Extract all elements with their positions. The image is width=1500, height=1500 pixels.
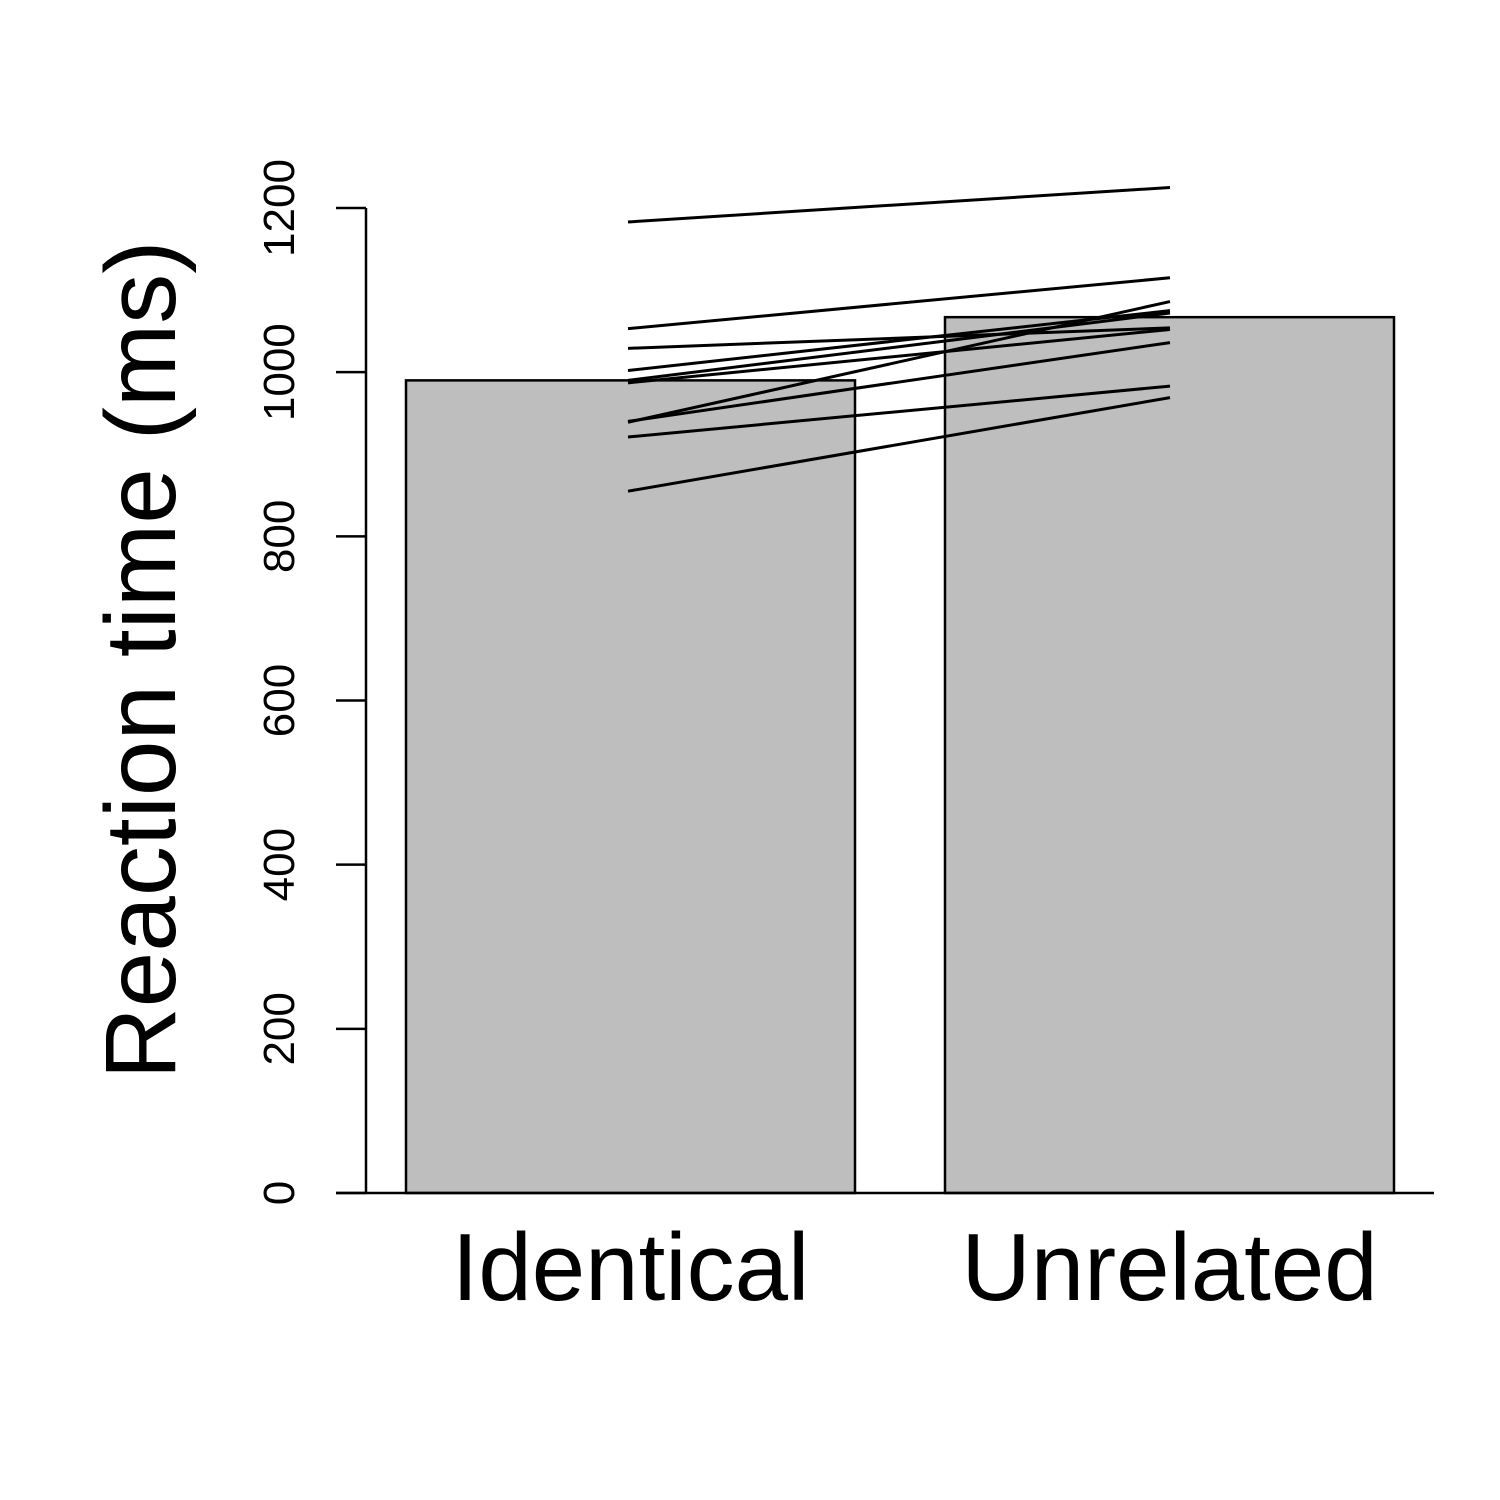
y-tick-label-600: 600 [255, 664, 304, 737]
x-label-unrelated: Unrelated [961, 1214, 1377, 1321]
paired-line-9 [627, 384, 1171, 439]
paired-line-8 [627, 341, 1171, 423]
x-category-labels: Identical Unrelated [452, 1214, 1378, 1321]
paired-line-5 [627, 311, 1171, 382]
y-tick-label-1000: 1000 [255, 323, 304, 421]
bar-unrelated [943, 315, 1396, 1195]
x-label-identical: Identical [452, 1214, 810, 1321]
y-tick-label-800: 800 [255, 500, 304, 573]
paired-line-2 [627, 276, 1171, 331]
y-tick-label-1200: 1200 [255, 159, 304, 257]
y-tick-label-0: 0 [255, 1181, 304, 1205]
paired-line-7 [627, 300, 1171, 424]
y-tick-label-200: 200 [255, 992, 304, 1065]
paired-line-3 [627, 326, 1171, 350]
y-tick-label-400: 400 [255, 828, 304, 901]
paired-line-10 [627, 396, 1171, 493]
paired-lines-group [627, 185, 1171, 493]
bars-group [404, 315, 1396, 1195]
paired-line-1 [627, 185, 1171, 224]
y-axis-title: Reaction time (ms) [85, 240, 197, 1079]
y-axis: 0 200 400 600 800 1000 1200 [255, 159, 368, 1205]
bar-identical [404, 379, 857, 1195]
paired-line-6 [627, 327, 1171, 385]
